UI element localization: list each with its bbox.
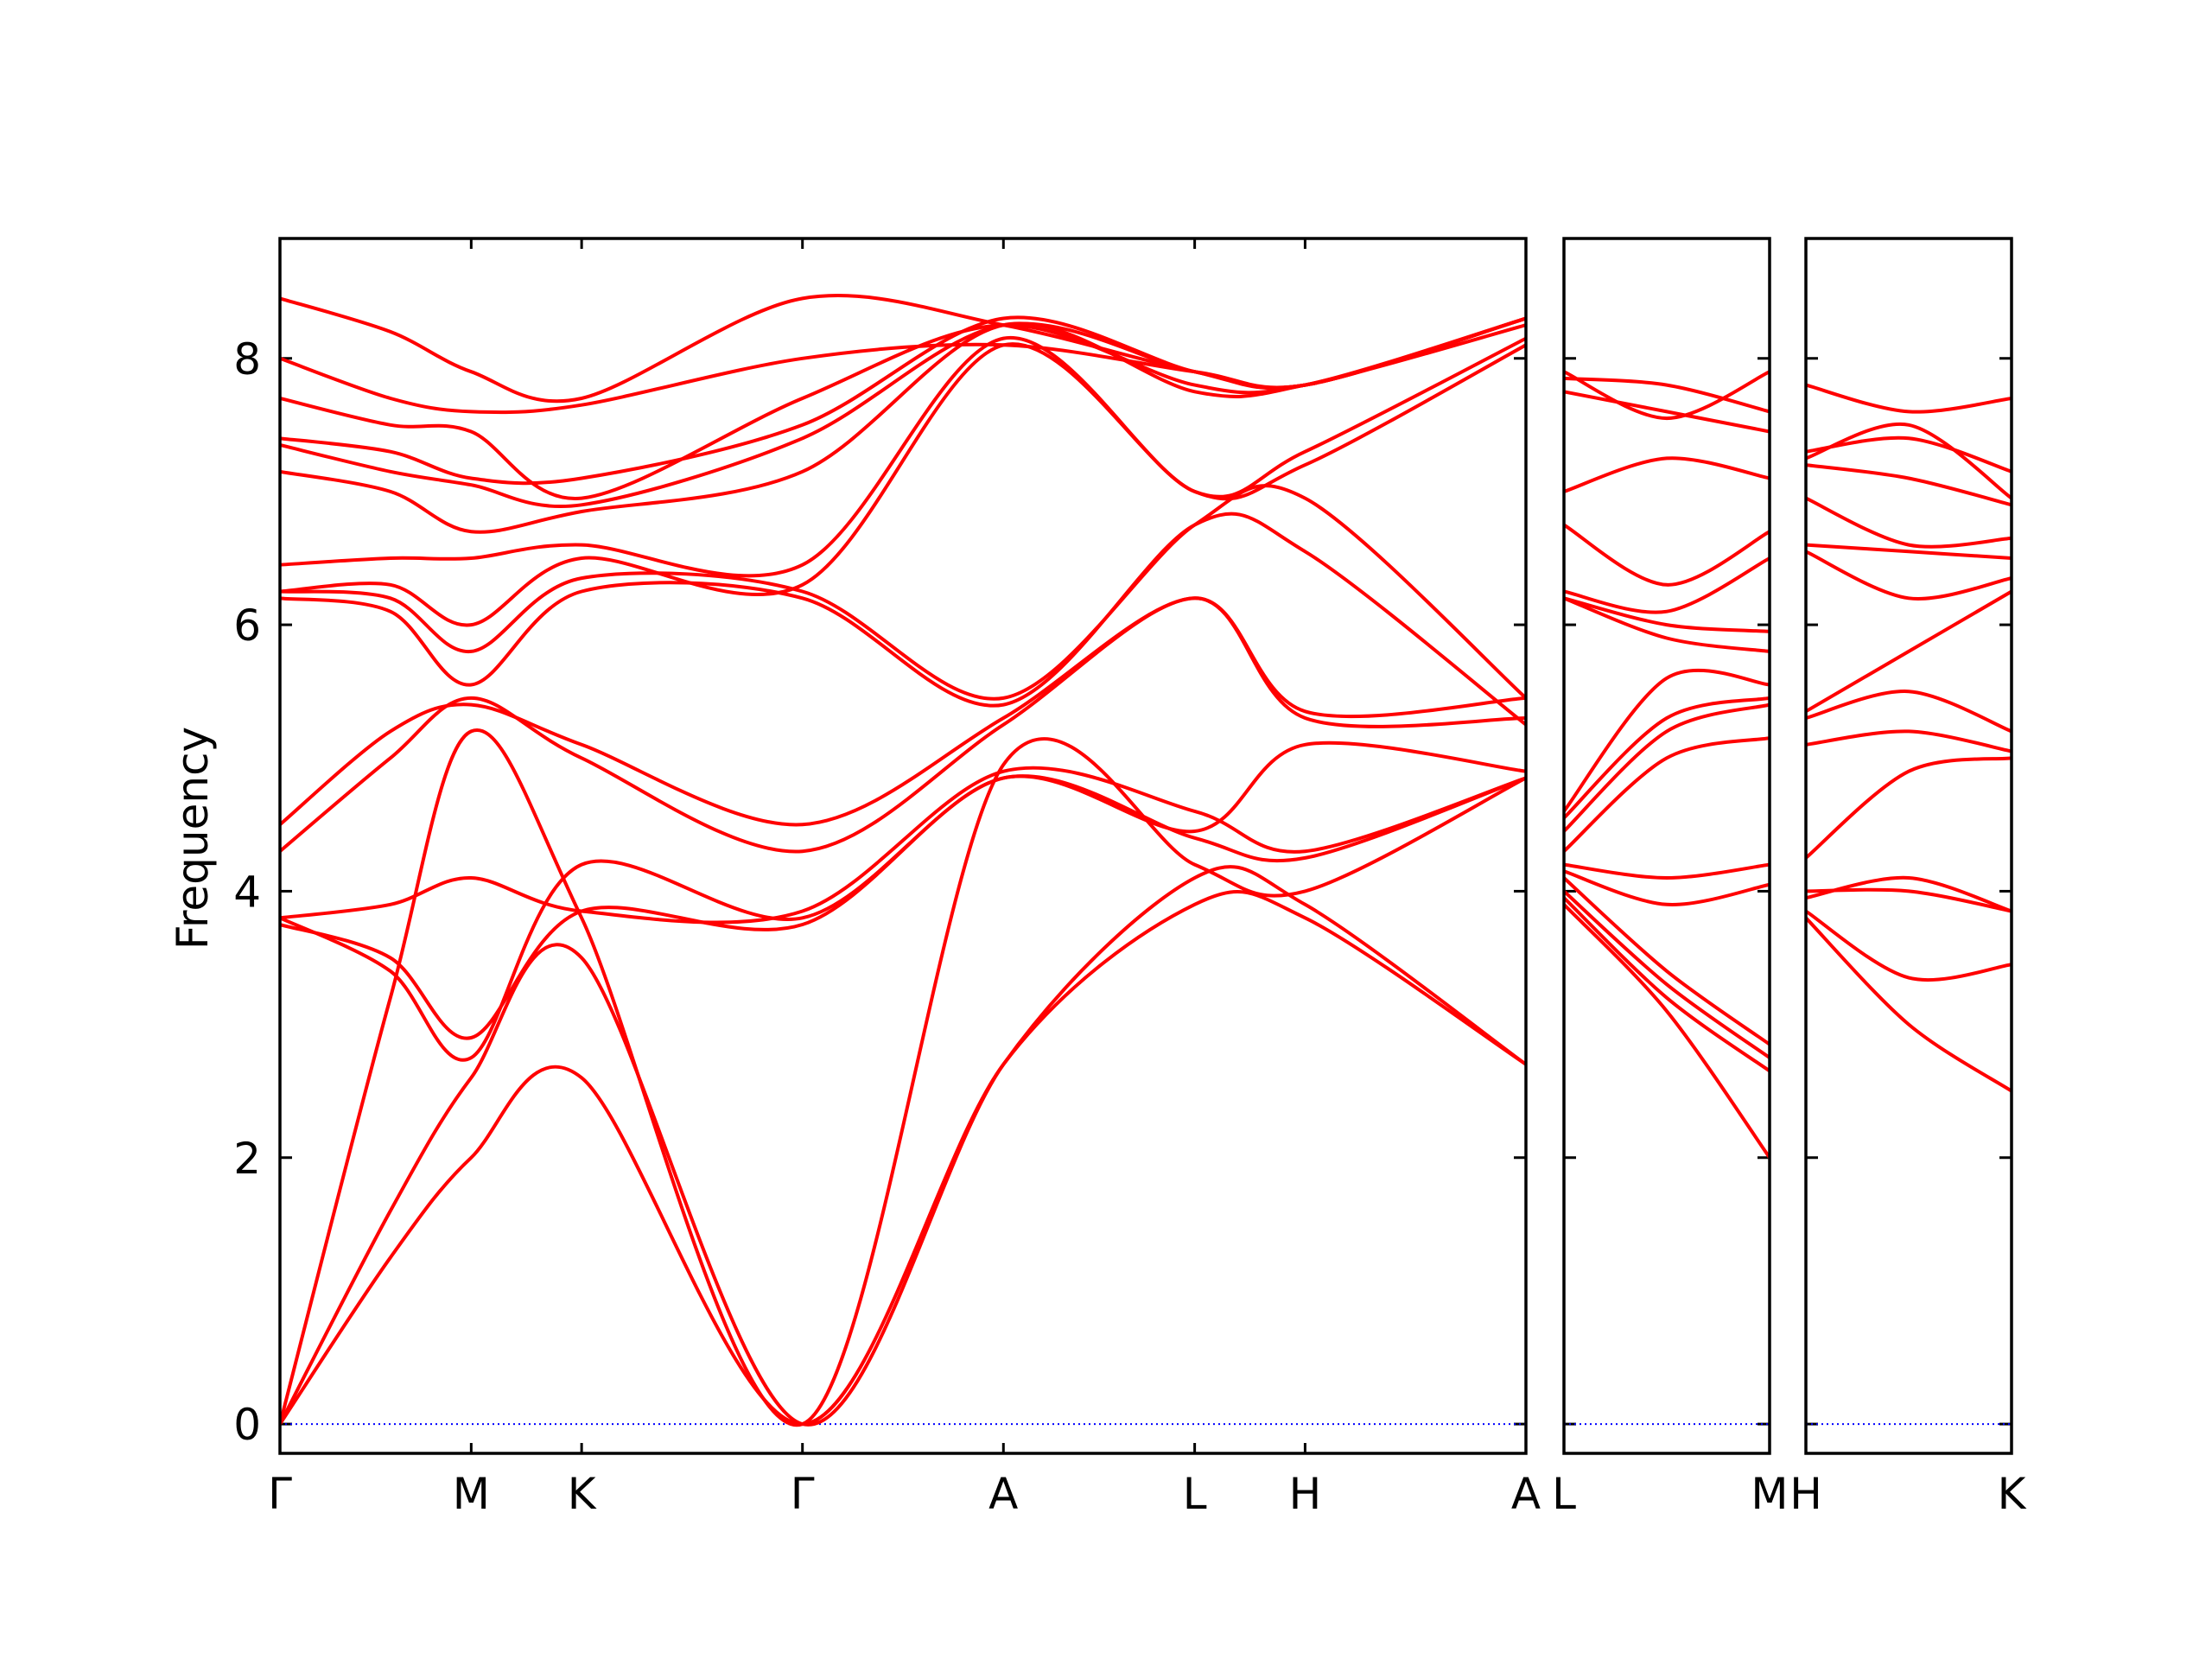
phonon-band-line xyxy=(1806,550,2012,601)
y-tick-label: 4 xyxy=(233,867,261,917)
phonon-band-line xyxy=(280,774,1526,1040)
phonon-band-line xyxy=(1806,496,2012,549)
phonon-band-line xyxy=(280,294,1526,404)
x-tick-label: H xyxy=(1789,1469,1822,1519)
phonon-band-line xyxy=(280,889,1526,1427)
phonon-band-line xyxy=(1564,668,1770,813)
phonon-band-line xyxy=(280,865,1526,1427)
phonon-band-line xyxy=(1564,869,1770,906)
panel-frame xyxy=(1804,237,2013,1455)
y-axis-title: Frequency xyxy=(168,727,218,950)
phonon-band-line xyxy=(1806,589,2012,714)
y-tick-label: 2 xyxy=(233,1134,261,1184)
phonon-band-line xyxy=(1564,390,1770,434)
phonon-band-line xyxy=(280,335,1526,578)
x-tick-label: Γ xyxy=(268,1469,292,1519)
phonon-band-line xyxy=(1806,383,2012,414)
x-tick-label: L xyxy=(1183,1469,1207,1519)
phonon-band-line xyxy=(1806,916,2012,1093)
phonon-band-line xyxy=(1806,756,2012,860)
phonon-band-line xyxy=(1564,696,1770,820)
x-tick-label: A xyxy=(988,1469,1018,1519)
y-tick-label: 8 xyxy=(233,334,261,385)
phonon-band-line xyxy=(1564,876,1770,1046)
phonon-band-line xyxy=(1564,596,1770,653)
x-tick-label: H xyxy=(1289,1469,1322,1519)
phonon-band-line xyxy=(280,596,1526,854)
phonon-band-line xyxy=(1564,556,1770,614)
phonon-band-line xyxy=(1564,702,1770,833)
phonon-band-line xyxy=(1806,875,2012,913)
x-tick-label: Γ xyxy=(791,1469,815,1519)
panel-frame xyxy=(1562,237,1771,1455)
phonon-band-line xyxy=(280,342,1526,627)
phonon-band-line xyxy=(1564,862,1770,880)
y-tick-label: 0 xyxy=(233,1400,261,1450)
phonon-band-line xyxy=(1564,596,1770,633)
phonon-band-line xyxy=(1806,909,2012,982)
phonon-band-line xyxy=(1806,435,2012,474)
phonon-band-line xyxy=(1564,896,1770,1073)
phonon-band-line xyxy=(1564,376,1770,414)
x-tick-label: K xyxy=(568,1469,597,1519)
phonon-band-line xyxy=(1806,463,2012,507)
phonon-band-line xyxy=(1806,543,2012,560)
phonon-band-line xyxy=(1806,887,2012,913)
phonon-band-line xyxy=(1564,903,1770,1159)
phonon-band-line xyxy=(280,741,1526,1062)
panel-frame xyxy=(278,237,1528,1455)
phonon-band-line xyxy=(280,512,1526,727)
phonon-band-line xyxy=(1564,736,1770,853)
phonon-band-line xyxy=(1564,456,1770,493)
phonon-band-line xyxy=(1564,889,1770,1059)
x-tick-label: M xyxy=(453,1469,490,1519)
phonon-band-line xyxy=(280,316,1526,500)
phonon-band-line xyxy=(1806,729,2012,753)
phonon-band-line xyxy=(280,766,1526,925)
phonon-band-line xyxy=(280,484,1526,701)
x-tick-label: K xyxy=(1998,1469,2027,1519)
x-tick-label: M xyxy=(1751,1469,1788,1519)
phonon-band-line xyxy=(1806,690,2012,734)
phonon-band-line xyxy=(1564,523,1770,587)
phonon-band-line xyxy=(280,596,1526,827)
x-tick-label: A xyxy=(1511,1469,1541,1519)
y-tick-label: 6 xyxy=(233,601,261,651)
phonon-band-line xyxy=(1564,370,1770,421)
x-tick-label: L xyxy=(1552,1469,1576,1519)
phonon-band-line xyxy=(280,728,1526,1427)
